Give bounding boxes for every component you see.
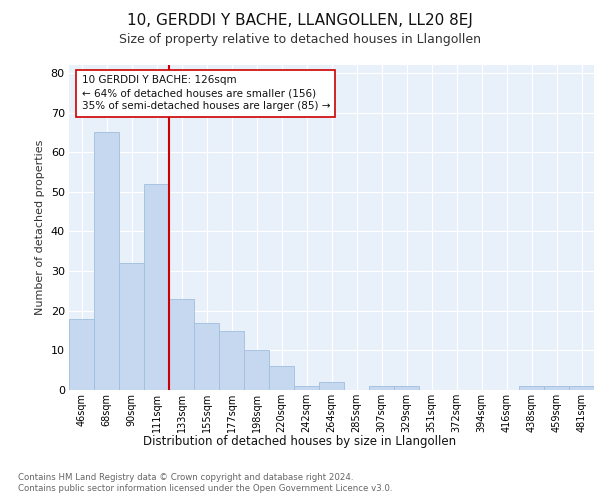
Bar xyxy=(219,330,244,390)
Bar xyxy=(144,184,169,390)
Bar xyxy=(169,299,194,390)
Bar xyxy=(294,386,319,390)
Text: Distribution of detached houses by size in Llangollen: Distribution of detached houses by size … xyxy=(143,435,457,448)
Text: 10, GERDDI Y BACHE, LLANGOLLEN, LL20 8EJ: 10, GERDDI Y BACHE, LLANGOLLEN, LL20 8EJ xyxy=(127,12,473,28)
Text: Contains public sector information licensed under the Open Government Licence v3: Contains public sector information licen… xyxy=(18,484,392,493)
Bar xyxy=(369,386,394,390)
Bar xyxy=(394,386,419,390)
Bar xyxy=(569,386,594,390)
Bar xyxy=(244,350,269,390)
Y-axis label: Number of detached properties: Number of detached properties xyxy=(35,140,45,315)
Text: Size of property relative to detached houses in Llangollen: Size of property relative to detached ho… xyxy=(119,32,481,46)
Text: 10 GERDDI Y BACHE: 126sqm
← 64% of detached houses are smaller (156)
35% of semi: 10 GERDDI Y BACHE: 126sqm ← 64% of detac… xyxy=(82,75,330,112)
Bar xyxy=(269,366,294,390)
Bar xyxy=(194,322,219,390)
Bar xyxy=(69,318,94,390)
Bar xyxy=(119,263,144,390)
Text: Contains HM Land Registry data © Crown copyright and database right 2024.: Contains HM Land Registry data © Crown c… xyxy=(18,472,353,482)
Bar xyxy=(544,386,569,390)
Bar xyxy=(319,382,344,390)
Bar xyxy=(94,132,119,390)
Bar xyxy=(519,386,544,390)
